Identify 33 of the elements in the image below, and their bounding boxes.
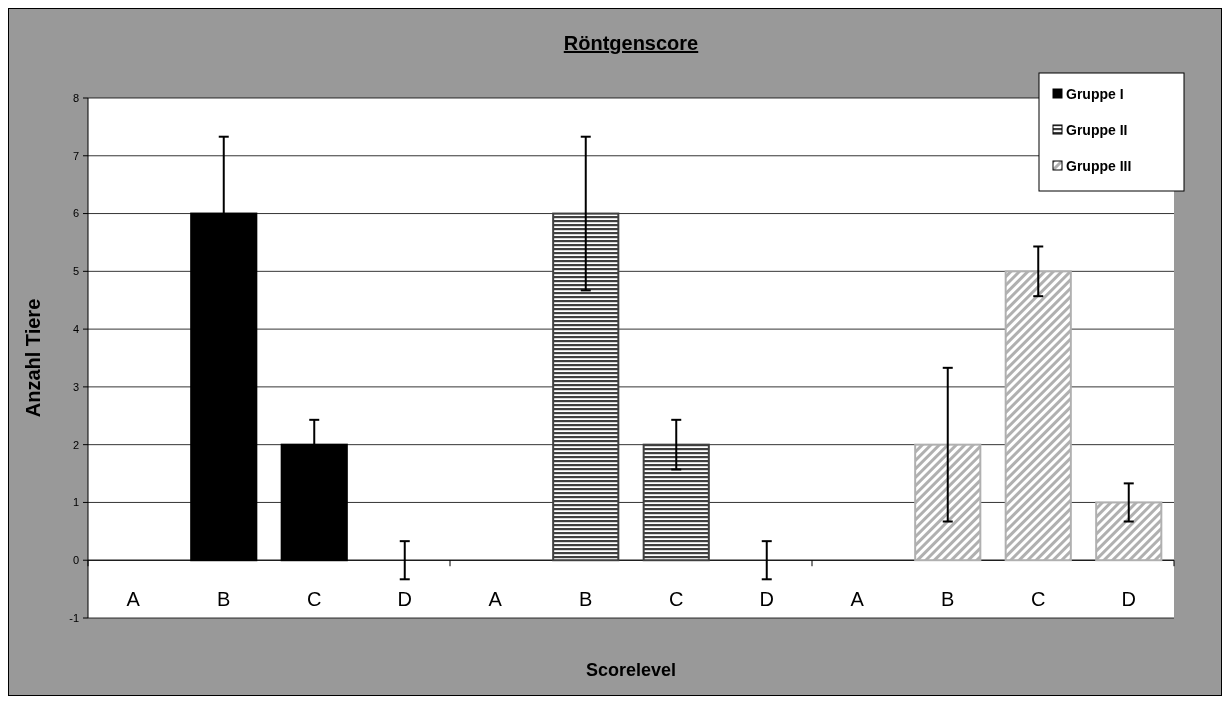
x-tick-label: D (397, 588, 412, 611)
legend-label: Gruppe II (1066, 121, 1128, 138)
legend-label: Gruppe III (1066, 157, 1132, 174)
bar (1004, 270, 1072, 562)
legend-label: Gruppe I (1066, 85, 1124, 102)
y-axis-title: Anzahl Tiere (22, 298, 44, 418)
bar (1095, 501, 1163, 562)
y-tick-label: 2 (72, 438, 79, 451)
bar (642, 443, 710, 562)
bar (552, 212, 620, 562)
x-tick-label: B (941, 588, 955, 611)
y-tick-label: 5 (72, 265, 79, 278)
y-tick-label: 0 (72, 554, 79, 567)
y-tick-label: 7 (72, 149, 79, 162)
bar (914, 443, 982, 562)
x-tick-label: D (1121, 588, 1136, 611)
x-tick-label: B (579, 588, 593, 611)
y-tick-label: -1 (69, 611, 79, 624)
x-tick-label: C (669, 588, 684, 611)
x-tick-label: D (759, 588, 774, 611)
x-tick-label: A (126, 588, 141, 611)
x-tick-label: A (850, 588, 865, 611)
chart-title: Röntgenscore (563, 32, 699, 54)
x-tick-label: B (217, 588, 231, 611)
y-tick-label: 1 (72, 496, 79, 509)
y-tick-label: 6 (72, 207, 79, 220)
x-tick-label: C (307, 588, 322, 611)
y-tick-label: 8 (72, 91, 79, 104)
y-tick-label: 3 (72, 380, 79, 393)
x-tick-label: C (1031, 588, 1046, 611)
x-axis-title: Scorelevel (585, 660, 677, 680)
x-tick-label: A (488, 588, 503, 611)
y-tick-label: 4 (72, 322, 79, 335)
